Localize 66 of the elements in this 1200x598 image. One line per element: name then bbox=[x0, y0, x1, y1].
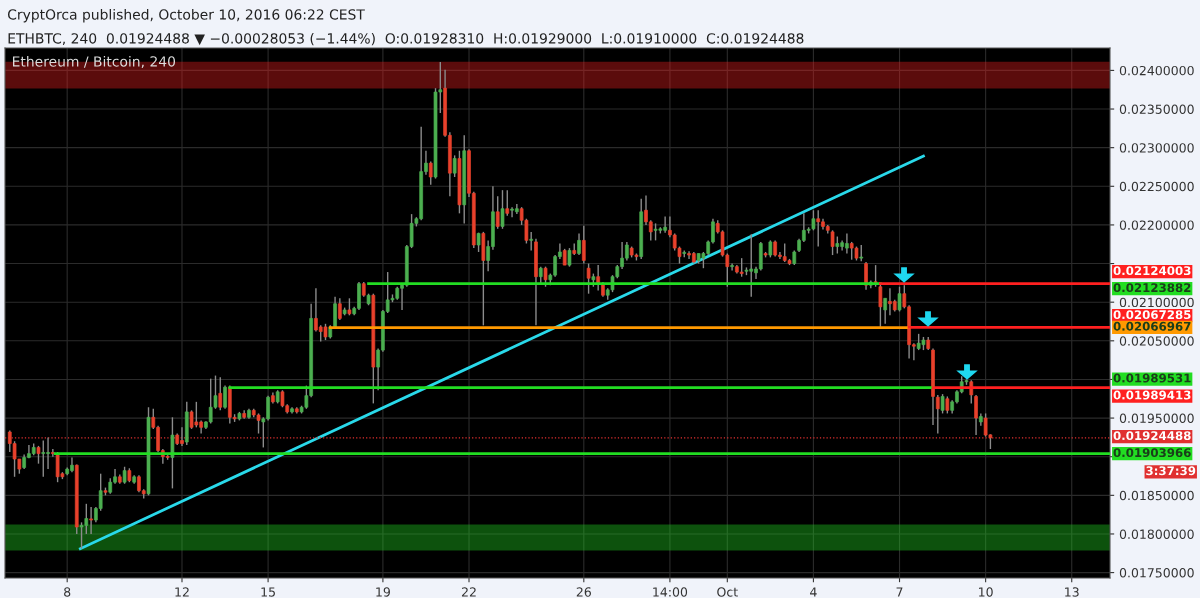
candlestick bbox=[897, 286, 902, 313]
candlestick bbox=[89, 506, 93, 535]
text: 0.02123882 bbox=[1113, 283, 1191, 293]
candlestick bbox=[543, 265, 548, 288]
candlestick bbox=[505, 189, 510, 217]
y-tick-label: 0.01750000 bbox=[1119, 568, 1194, 578]
text: Ethereum / Bitcoin, 240 bbox=[12, 55, 176, 69]
candlestick bbox=[529, 231, 534, 252]
y-tick-label: 0.02300000 bbox=[1119, 143, 1194, 153]
x-tick-label: 7 bbox=[896, 587, 903, 597]
x-tick-label: 19 bbox=[376, 587, 390, 597]
candlestick bbox=[940, 393, 945, 415]
chart-subtitle: ETHBTC, 240 0.01924488 ▼ −0.00028053 (−1.44%) O:0.01928310 H:0.01929000 L:0.01910000 C:0.01924488 bbox=[8, 32, 804, 46]
candlestick bbox=[170, 416, 175, 490]
candlestick bbox=[452, 154, 457, 178]
x-tick-label: 15 bbox=[261, 587, 275, 597]
series-label: 0.01903966 bbox=[1113, 448, 1191, 458]
series-label: 0.02067285 bbox=[1113, 310, 1191, 320]
candlestick bbox=[935, 394, 940, 435]
candlestick bbox=[256, 412, 261, 435]
candlestick bbox=[883, 297, 888, 325]
x-tick-label: 10 bbox=[979, 587, 993, 597]
x-tick-label: 14:00 bbox=[653, 587, 688, 597]
series-label: 0.01989413 bbox=[1113, 390, 1191, 400]
text: CryptOrca published, October 10, 2016 06:22 CEST bbox=[7, 8, 365, 23]
candlestick bbox=[811, 209, 816, 232]
x-tick-label: 22 bbox=[461, 587, 476, 597]
x-tick-label: 8 bbox=[64, 587, 71, 597]
candlestick bbox=[974, 394, 978, 436]
candlestick bbox=[577, 232, 581, 256]
candlestick bbox=[495, 195, 500, 230]
y-tick-label: 0.02200000 bbox=[1119, 220, 1194, 230]
candlestick bbox=[739, 257, 744, 278]
y-tick-label: 0.02250000 bbox=[1119, 181, 1194, 192]
candlestick bbox=[500, 189, 505, 230]
candlestick bbox=[586, 262, 591, 295]
candlestick bbox=[864, 261, 868, 291]
x-tick-label: 4 bbox=[810, 587, 817, 597]
candlestick bbox=[830, 229, 835, 256]
candlestick bbox=[79, 521, 84, 550]
x-tick-label: 13 bbox=[1065, 587, 1079, 597]
candlestick bbox=[41, 439, 46, 478]
candlestick bbox=[730, 262, 734, 272]
y-tick-label: 0.02400000 bbox=[1119, 65, 1194, 76]
series-label: 0.02124003 bbox=[1113, 266, 1191, 276]
candlestick bbox=[338, 297, 342, 321]
x-tick-label: 12 bbox=[175, 587, 189, 597]
y-tick-label: 0.01950000 bbox=[1119, 413, 1194, 423]
text: 3:37:39 bbox=[1146, 466, 1196, 476]
y-tick-label: 0.01850000 bbox=[1119, 490, 1194, 501]
candlestick bbox=[189, 409, 194, 430]
candlestick bbox=[218, 376, 223, 412]
x-tick-label: 26 bbox=[576, 587, 591, 597]
x-tick-label: Oct bbox=[717, 587, 738, 597]
candlestick bbox=[223, 384, 227, 410]
candlestick bbox=[581, 225, 586, 265]
ref-line-label: 0.01924488 bbox=[1113, 431, 1191, 441]
y-tick-label: 0.01800000 bbox=[1119, 529, 1194, 539]
candlestick bbox=[567, 247, 572, 268]
text: 0.01989531 bbox=[1113, 373, 1191, 383]
y-tick-label: 0.02350000 bbox=[1119, 104, 1194, 114]
y-tick-label: 0.02050000 bbox=[1119, 336, 1194, 346]
candlestick bbox=[816, 209, 821, 248]
candlestick bbox=[878, 282, 883, 328]
y-tick-label: 0.02100000 bbox=[1119, 297, 1194, 308]
text: 0.02066967 bbox=[1113, 321, 1191, 331]
